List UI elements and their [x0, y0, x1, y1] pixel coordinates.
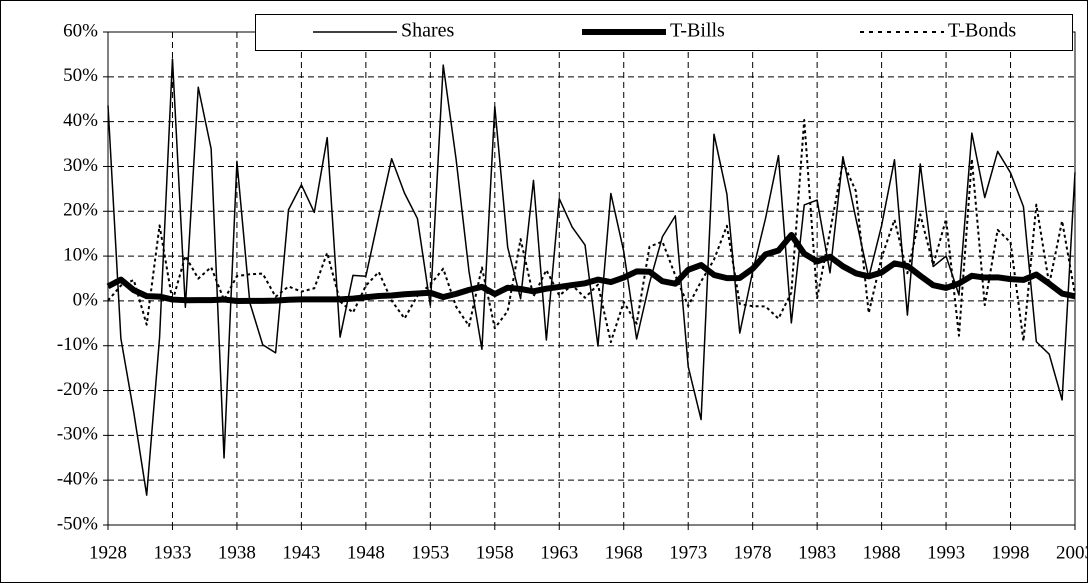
y-tick-label: 60%	[63, 20, 98, 41]
legend-label: Shares	[401, 20, 455, 42]
series-line	[107, 58, 1076, 496]
x-tick-label: 1978	[734, 542, 772, 563]
x-tick-label: 1948	[347, 542, 385, 563]
x-tick-label: 1928	[89, 542, 127, 563]
x-tick-label: 1963	[540, 542, 578, 563]
y-tick-label: 0%	[73, 289, 99, 310]
legend-label: T-Bills	[670, 20, 725, 42]
x-tick-label: 1973	[669, 542, 707, 563]
x-tick-label: 1998	[992, 542, 1030, 563]
x-tick-label: 1953	[411, 542, 449, 563]
y-tick-label: -40%	[57, 469, 98, 490]
x-tick-label: 1983	[798, 542, 836, 563]
x-tick-label: 1993	[927, 542, 965, 563]
x-tick-label: 2003	[1056, 542, 1088, 563]
y-tick-label: -30%	[57, 424, 98, 445]
x-tick-label: 1958	[476, 542, 514, 563]
y-tick-label: 10%	[63, 244, 98, 265]
x-tick-label: 1988	[863, 542, 901, 563]
legend-label: T-Bonds	[948, 20, 1016, 42]
y-tick-label: -10%	[57, 334, 98, 355]
series-line	[107, 119, 1076, 344]
y-tick-label: 40%	[63, 110, 98, 131]
y-tick-label: 20%	[63, 200, 98, 221]
series-line	[106, 231, 1076, 304]
y-tick-label: 50%	[63, 65, 98, 86]
legend: Shares T-Bills T-Bonds	[255, 14, 1073, 51]
plot-lines	[106, 58, 1076, 496]
x-tick-label: 1933	[153, 542, 191, 563]
x-tick-label: 1968	[605, 542, 643, 563]
x-tick-label: 1938	[218, 542, 256, 563]
y-tick-label: -50%	[57, 513, 98, 534]
y-tick-label: -20%	[57, 379, 98, 400]
y-tick-label: 30%	[63, 155, 98, 176]
tick-labels: -50% -40% -30% -20% -10% 0% 10% 20% 30% 40% 50% 60%…	[57, 20, 1088, 563]
x-tick-label: 1943	[282, 542, 320, 563]
